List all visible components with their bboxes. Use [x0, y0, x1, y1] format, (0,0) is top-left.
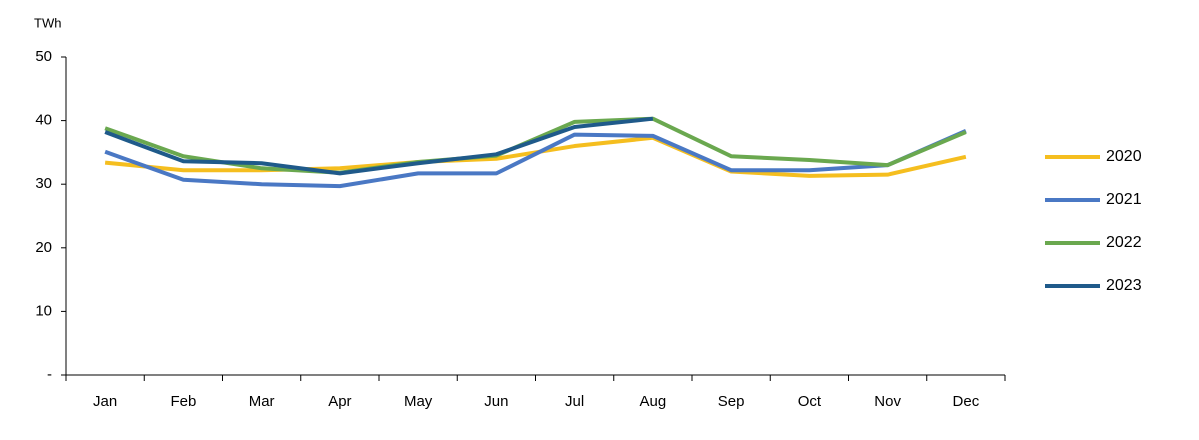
legend-label: 2021 — [1106, 191, 1142, 208]
x-tick-label: Oct — [798, 393, 822, 410]
series-line — [104, 116, 967, 175]
y-tick-label: 20 — [35, 239, 52, 256]
series-line — [104, 116, 654, 176]
y-tick-label: 40 — [35, 112, 52, 129]
legend-label: 2023 — [1106, 277, 1142, 294]
y-tick-label: 10 — [35, 302, 52, 319]
x-tick-label: Jun — [484, 393, 508, 410]
x-tick-label: Aug — [640, 393, 667, 410]
x-tick-label: Apr — [328, 393, 351, 410]
legend-label: 2022 — [1106, 234, 1142, 251]
y-axis-label: TWh — [34, 15, 61, 30]
x-tick-label: Jan — [93, 393, 117, 410]
x-tick-label: Sep — [718, 393, 745, 410]
x-tick-label: Feb — [170, 393, 196, 410]
y-tick-label: - — [47, 366, 52, 383]
x-tick-label: May — [404, 393, 433, 410]
legend-label: 2020 — [1106, 148, 1142, 165]
x-tick-label: Dec — [953, 393, 980, 410]
series-line — [104, 128, 967, 189]
x-tick-label: Nov — [874, 393, 901, 410]
y-tick-label: 30 — [35, 175, 52, 192]
x-tick-label: Jul — [565, 393, 584, 410]
x-tick-label: Mar — [249, 393, 275, 410]
y-tick-label: 50 — [35, 48, 52, 65]
